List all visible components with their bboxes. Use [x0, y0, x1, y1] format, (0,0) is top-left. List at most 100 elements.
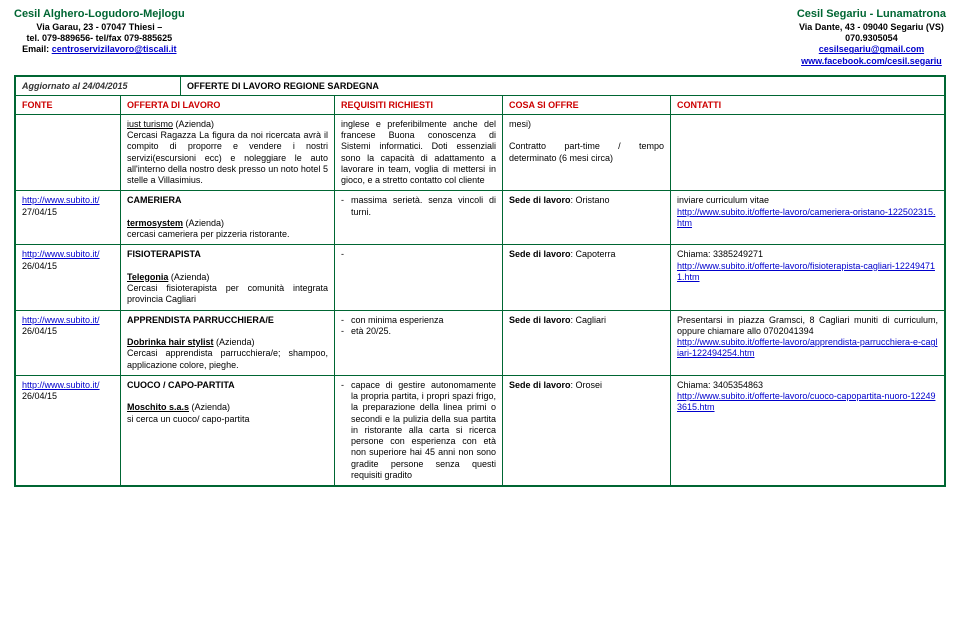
- req-item: [351, 249, 496, 260]
- contatti-line1: Chiama: 3385249271: [677, 249, 763, 259]
- org-right-fb-link[interactable]: www.facebook.com/cesil.segariu: [801, 56, 942, 66]
- cell-contatti: inviare curriculum vitae http://www.subi…: [671, 191, 944, 245]
- cell-requisiti: -: [335, 245, 503, 310]
- col-fonte: FONTE: [16, 96, 121, 115]
- cell-fonte: http://www.subito.it/ 26/04/15: [16, 376, 121, 485]
- table-row: iust turismo (Azienda) Cercasi Ragazza L…: [16, 115, 944, 192]
- org-left-line1: Via Garau, 23 - 07047 Thiesi –: [14, 22, 185, 33]
- offerta-body: si cerca un cuoco/ capo-partita: [127, 414, 250, 424]
- fonte-link[interactable]: http://www.subito.it/: [22, 195, 100, 205]
- col-cosa: COSA SI OFFRE: [503, 96, 671, 115]
- email-prefix: Email:: [22, 44, 52, 54]
- contatti-line1: Chiama: 3405354863: [677, 380, 763, 390]
- cosa-label: Sede di lavoro: [509, 380, 571, 390]
- job-table: Aggiornato al 24/04/2015 OFFERTE DI LAVO…: [14, 75, 946, 487]
- cell-offerta: APPRENDISTA PARRUCCHIERA/E Dobrinka hair…: [121, 311, 335, 376]
- offerta-body: Cercasi fisioterapista per comunità inte…: [127, 283, 328, 304]
- cosa-value: : Orosei: [571, 380, 603, 390]
- job-title: FISIOTERAPISTA: [127, 249, 201, 259]
- org-right-title: Cesil Segariu - Lunamatrona: [797, 8, 946, 22]
- cell-fonte: http://www.subito.it/ 26/04/15: [16, 311, 121, 376]
- fonte-link[interactable]: http://www.subito.it/: [22, 315, 100, 325]
- cell-fonte: [16, 115, 121, 192]
- cell-fonte: http://www.subito.it/ 27/04/15: [16, 191, 121, 245]
- contatti-link[interactable]: http://www.subito.it/offerte-lavoro/cuoc…: [677, 391, 935, 412]
- fonte-date: 26/04/15: [22, 261, 57, 271]
- job-title: CAMERIERA: [127, 195, 182, 205]
- req-item: capace di gestire autonomamente la propr…: [351, 380, 496, 481]
- cell-requisiti: -con minima esperienza -età 20/25.: [335, 311, 503, 376]
- update-date: Aggiornato al 24/04/2015: [16, 77, 181, 96]
- job-title: CUOCO / CAPO-PARTITA: [127, 380, 235, 390]
- fonte-link[interactable]: http://www.subito.it/: [22, 249, 100, 259]
- update-row: Aggiornato al 24/04/2015 OFFERTE DI LAVO…: [16, 77, 944, 96]
- company: Dobrinka hair stylist: [127, 337, 214, 347]
- org-left: Cesil Alghero-Logudoro-Mejlogu Via Garau…: [14, 8, 185, 67]
- cell-contatti: Presentarsi in piazza Gramsci, 8 Cagliar…: [671, 311, 944, 376]
- company: Telegonia: [127, 272, 168, 282]
- fonte-date: 26/04/15: [22, 391, 57, 401]
- header-row: Cesil Alghero-Logudoro-Mejlogu Via Garau…: [14, 8, 946, 67]
- org-right: Cesil Segariu - Lunamatrona Via Dante, 4…: [797, 8, 946, 67]
- company-suffix: (Azienda): [189, 402, 230, 412]
- contatti-link[interactable]: http://www.subito.it/offerte-lavoro/came…: [677, 207, 935, 228]
- col-offerta: OFFERTA DI LAVORO: [121, 96, 335, 115]
- cell-cosa: Sede di lavoro: Cagliari: [503, 311, 671, 376]
- cosa-line1: mesi): [509, 119, 531, 129]
- offerta-body: Cercasi Ragazza La figura da noi ricerca…: [127, 130, 328, 185]
- org-left-title: Cesil Alghero-Logudoro-Mejlogu: [14, 8, 185, 22]
- col-requisiti: REQUISITI RICHIESTI: [335, 96, 503, 115]
- fonte-link[interactable]: http://www.subito.it/: [22, 380, 100, 390]
- table-row: http://www.subito.it/ 26/04/15 APPRENDIS…: [16, 311, 944, 376]
- offerta-body: Cercasi apprendista parrucchiera/e; sham…: [127, 348, 328, 369]
- org-left-line2: tel. 079-889656- tel/fax 079-885625: [14, 33, 185, 44]
- cell-contatti: Chiama: 3405354863 http://www.subito.it/…: [671, 376, 944, 485]
- org-left-email: Email: centroservizilavoro@tiscali.it: [14, 44, 185, 55]
- cosa-label: Sede di lavoro: [509, 249, 571, 259]
- table-row: http://www.subito.it/ 26/04/15 CUOCO / C…: [16, 376, 944, 485]
- cell-cosa: Sede di lavoro: Oristano: [503, 191, 671, 245]
- cell-offerta: CAMERIERA termosystem (Azienda) cercasi …: [121, 191, 335, 245]
- cosa-line2: Contratto part-time / tempo determinato …: [509, 141, 664, 162]
- offerta-body: cercasi cameriera per pizzeria ristorant…: [127, 229, 290, 239]
- cell-offerta: FISIOTERAPISTA Telegonia (Azienda) Cerca…: [121, 245, 335, 310]
- cell-fonte: http://www.subito.it/ 26/04/15: [16, 245, 121, 310]
- cosa-value: : Cagliari: [571, 315, 607, 325]
- req-item: massima serietà. senza vincoli di turni.: [351, 195, 496, 218]
- cell-contatti: [671, 115, 944, 192]
- cell-requisiti: inglese e preferibilmente anche del fran…: [335, 115, 503, 192]
- cosa-label: Sede di lavoro: [509, 315, 571, 325]
- col-contatti: CONTATTI: [671, 96, 944, 115]
- contatti-link[interactable]: http://www.subito.it/offerte-lavoro/fisi…: [677, 261, 935, 282]
- cosa-value: : Capoterra: [571, 249, 616, 259]
- cosa-value: : Oristano: [571, 195, 610, 205]
- company-suffix: (Azienda): [214, 337, 255, 347]
- contatti-line1: Presentarsi in piazza Gramsci, 8 Cagliar…: [677, 315, 938, 336]
- cell-cosa: Sede di lavoro: Capoterra: [503, 245, 671, 310]
- req-item: con minima esperienza: [351, 315, 496, 326]
- fonte-date: 27/04/15: [22, 207, 57, 217]
- cell-cosa: mesi) Contratto part-time / tempo determ…: [503, 115, 671, 192]
- company-suffix: (Azienda): [173, 119, 214, 129]
- table-header: FONTE OFFERTA DI LAVORO REQUISITI RICHIE…: [16, 96, 944, 115]
- cell-requisiti: -capace di gestire autonomamente la prop…: [335, 376, 503, 485]
- table-row: http://www.subito.it/ 27/04/15 CAMERIERA…: [16, 191, 944, 245]
- contatti-link[interactable]: http://www.subito.it/offerte-lavoro/appr…: [677, 337, 937, 358]
- contatti-line1: inviare curriculum vitae: [677, 195, 769, 205]
- fonte-date: 26/04/15: [22, 326, 57, 336]
- cell-cosa: Sede di lavoro: Orosei: [503, 376, 671, 485]
- org-right-email-link[interactable]: cesilsegariu@gmail.com: [819, 44, 924, 54]
- cell-offerta: CUOCO / CAPO-PARTITA Moschito s.a.s (Azi…: [121, 376, 335, 485]
- company: termosystem: [127, 218, 183, 228]
- cell-offerta: iust turismo (Azienda) Cercasi Ragazza L…: [121, 115, 335, 192]
- org-left-email-link[interactable]: centroservizilavoro@tiscali.it: [52, 44, 177, 54]
- update-title: OFFERTE DI LAVORO REGIONE SARDEGNA: [181, 77, 944, 96]
- org-right-line2: 070.9305054: [797, 33, 946, 44]
- job-title: APPRENDISTA PARRUCCHIERA/E: [127, 315, 274, 325]
- cell-requisiti: -massima serietà. senza vincoli di turni…: [335, 191, 503, 245]
- org-right-line1: Via Dante, 43 - 09040 Segariu (VS): [797, 22, 946, 33]
- company: iust turismo: [127, 119, 173, 129]
- cosa-label: Sede di lavoro: [509, 195, 571, 205]
- company: Moschito s.a.s: [127, 402, 189, 412]
- company-suffix: (Azienda): [168, 272, 209, 282]
